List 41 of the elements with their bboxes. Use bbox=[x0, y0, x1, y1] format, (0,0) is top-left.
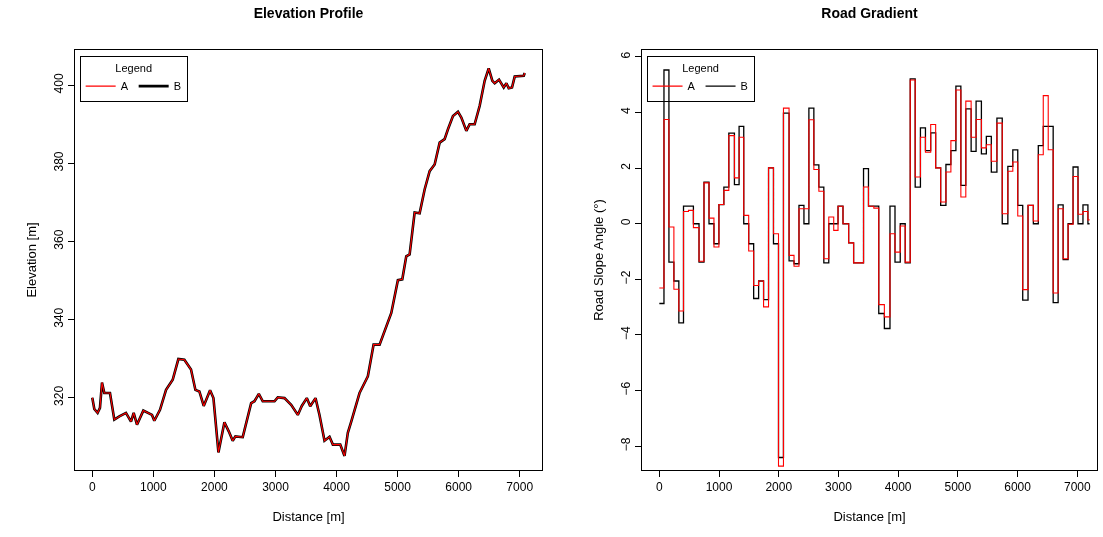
x-axis-title: Distance [m] bbox=[833, 509, 906, 524]
x-tick-label: 3000 bbox=[825, 480, 853, 495]
y-tick-label: 400 bbox=[52, 73, 67, 94]
x-tick-label: 6000 bbox=[445, 480, 473, 495]
x-tick-label: 5000 bbox=[944, 480, 972, 495]
x-tick-label: 3000 bbox=[262, 480, 290, 495]
x-tick-label: 2000 bbox=[201, 480, 229, 495]
x-tick-label: 2000 bbox=[765, 480, 793, 495]
chart-title: Elevation Profile bbox=[253, 5, 364, 22]
y-tick-label: −4 bbox=[619, 325, 634, 340]
y-axis-title: Road Slope Angle (°) bbox=[591, 199, 607, 321]
x-tick-label: 5000 bbox=[384, 480, 412, 495]
x-tick-label: 7000 bbox=[1063, 480, 1091, 495]
y-tick-label: 360 bbox=[52, 229, 67, 250]
x-tick-label: 1000 bbox=[139, 480, 168, 495]
y-tick-label: −2 bbox=[619, 270, 634, 285]
legend-label: A bbox=[687, 80, 696, 93]
y-tick-label: 380 bbox=[52, 151, 67, 172]
chart-title: Road Gradient bbox=[821, 5, 919, 22]
x-tick-label: 6000 bbox=[1004, 480, 1032, 495]
legend-label: A bbox=[120, 80, 129, 93]
x-tick-label: 4000 bbox=[884, 480, 912, 495]
legend-label: B bbox=[173, 80, 182, 93]
y-tick-label: −6 bbox=[619, 381, 634, 396]
y-tick-label: 4 bbox=[619, 107, 634, 115]
legend-label: B bbox=[740, 80, 748, 93]
legend-title: Legend bbox=[115, 61, 153, 74]
y-tick-label: 320 bbox=[52, 385, 67, 406]
y-tick-label: 6 bbox=[619, 51, 634, 59]
x-tick-label: 1000 bbox=[705, 480, 733, 495]
x-tick-label: 0 bbox=[655, 480, 663, 495]
y-tick-label: 0 bbox=[619, 218, 634, 226]
legend-title: Legend bbox=[682, 61, 719, 74]
x-tick-label: 0 bbox=[88, 480, 96, 495]
x-tick-label: 4000 bbox=[323, 480, 351, 495]
x-tick-label: 7000 bbox=[506, 480, 534, 495]
y-tick-label: 340 bbox=[52, 307, 67, 328]
x-axis-title: Distance [m] bbox=[272, 509, 345, 524]
y-tick-label: 2 bbox=[619, 162, 634, 170]
y-axis-title: Elevation [m] bbox=[24, 222, 40, 298]
y-tick-label: −8 bbox=[619, 437, 634, 452]
